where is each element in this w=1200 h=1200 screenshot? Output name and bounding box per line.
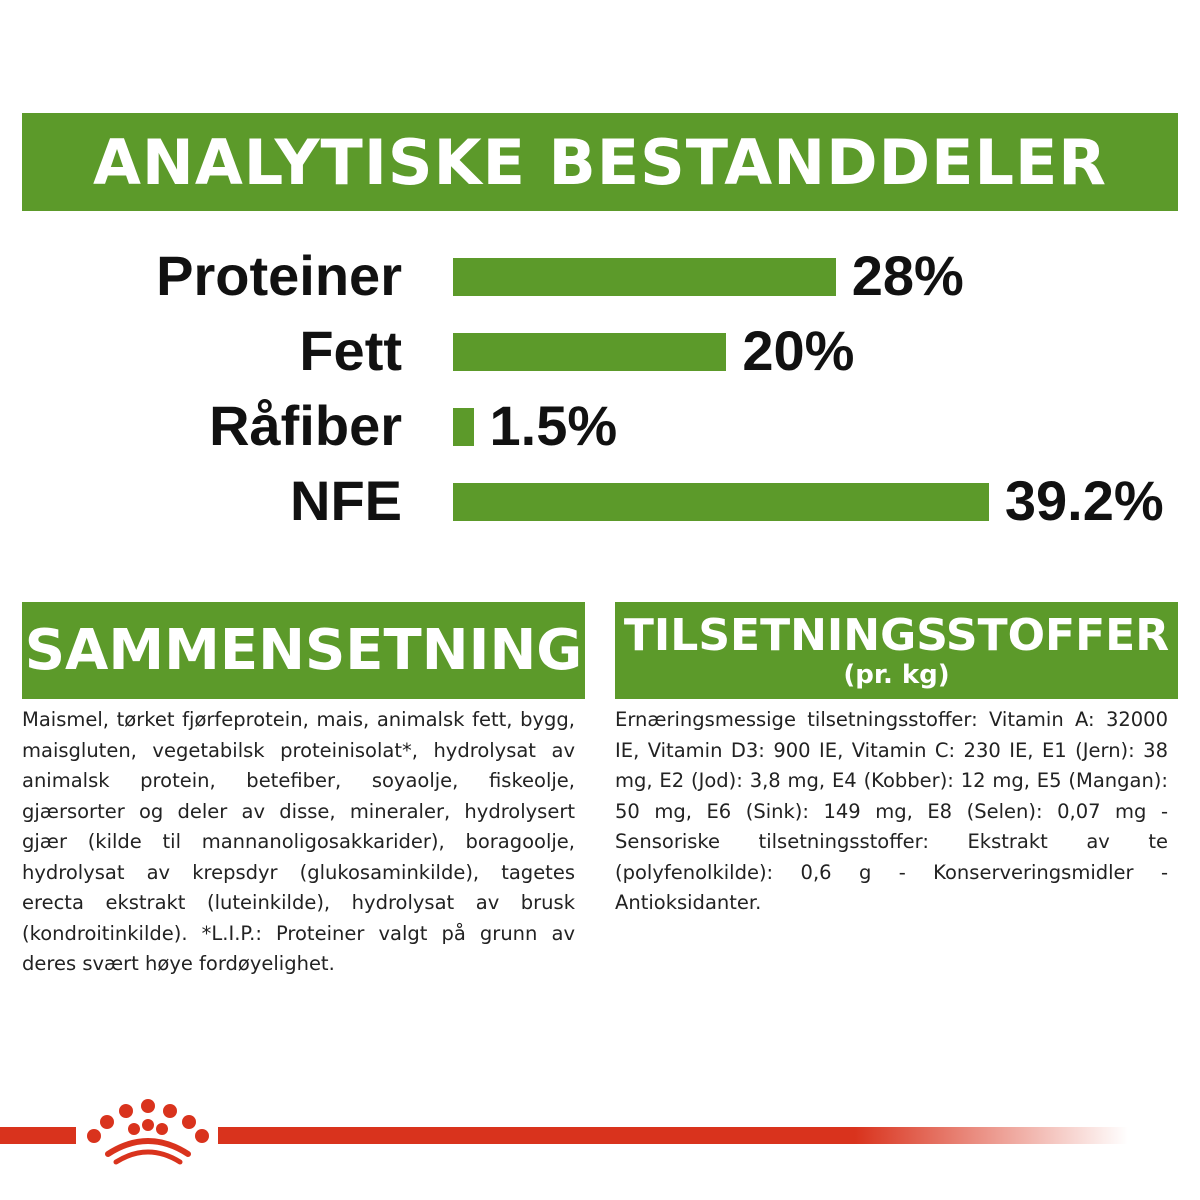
analytics-value: 39.2% (1004, 469, 1164, 532)
analytics-row: Proteiner 28% (0, 246, 1200, 306)
additives-subheading: (pr. kg) (843, 659, 950, 690)
title-banner: ANALYTISKE BESTANDDELER (22, 113, 1178, 211)
composition-banner: SAMMENSETNING (22, 602, 585, 699)
analytics-value: 20% (742, 319, 855, 382)
analytics-bar (453, 258, 836, 296)
analytics-row: Fett 20% (0, 321, 1200, 381)
analytics-label: Proteiner (156, 244, 402, 307)
analytics-row: Råfiber 1.5% (0, 396, 1200, 456)
composition-heading: SAMMENSETNING (24, 618, 583, 683)
analytics-bar (453, 408, 474, 446)
analytics-label: NFE (290, 469, 402, 532)
analytics-bar (453, 333, 727, 371)
additives-banner: TILSETNINGSSTOFFER (pr. kg) (615, 602, 1178, 699)
analytics-value: 28% (851, 244, 964, 307)
footer-line-right (218, 1127, 1128, 1144)
analytics-row: NFE 39.2% (0, 471, 1200, 531)
analytics-label: Råfiber (209, 394, 402, 457)
analytics-bar (453, 483, 989, 521)
analytics-value: 1.5% (489, 394, 618, 457)
additives-text: Ernæringsmessige tilsetningsstoffer: Vit… (615, 708, 1168, 914)
composition-text: Maismel, tørket fjørfeprotein, mais, ani… (22, 708, 575, 975)
page-title: ANALYTISKE BESTANDDELER (92, 125, 1108, 199)
additives-heading: TILSETNINGSSTOFFER (623, 609, 1170, 661)
analytics-label: Fett (299, 319, 402, 382)
footer-line-left (0, 1127, 76, 1144)
royal-canin-crown-icon (87, 1099, 209, 1165)
